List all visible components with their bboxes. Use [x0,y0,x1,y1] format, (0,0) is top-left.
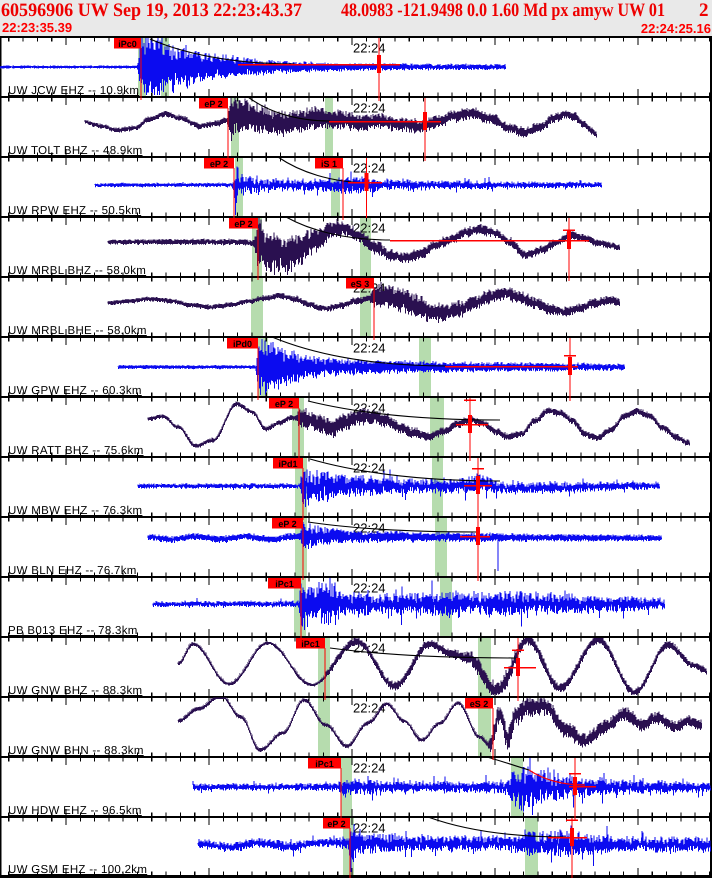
svg-text:UW JCW EHZ -- 10.9km: UW JCW EHZ -- 10.9km [8,85,139,97]
svg-text:UW RATT BHZ -- 75.6km: UW RATT BHZ -- 75.6km [8,445,144,457]
svg-text:eP 2: eP 2 [278,519,296,529]
svg-text:22:24: 22:24 [353,161,386,176]
svg-text:UW HDW EHZ -- 96.5km: UW HDW EHZ -- 96.5km [8,805,142,817]
svg-text:eP 2: eP 2 [210,159,228,169]
svg-text:UW RPW EHZ -- 50.5km: UW RPW EHZ -- 50.5km [8,205,141,217]
svg-text:iS 1: iS 1 [321,159,337,169]
svg-text:UW GPW EHZ -- 60.3km: UW GPW EHZ -- 60.3km [8,385,142,397]
svg-text:22:24: 22:24 [353,821,386,836]
svg-text:48.0983 -121.9498 0.0 1.60 Md: 48.0983 -121.9498 0.0 1.60 Md px amyw UW… [341,0,665,21]
svg-text:22:23:35.39: 22:23:35.39 [2,20,72,35]
svg-text:UW MRBL BHE -- 58.0km: UW MRBL BHE -- 58.0km [8,325,147,337]
svg-text:UW GNW BHZ -- 88.3km: UW GNW BHZ -- 88.3km [8,685,142,697]
svg-text:22:24: 22:24 [353,701,386,716]
svg-text:UW GSM EHZ -- 100.2km: UW GSM EHZ -- 100.2km [8,864,147,876]
svg-text:eP 2: eP 2 [275,399,293,409]
svg-text:eP 2: eP 2 [327,819,345,829]
svg-text:22:24: 22:24 [353,761,386,776]
svg-text:iPc1: iPc1 [315,759,334,769]
svg-text:eS 3: eS 3 [351,279,370,289]
svg-text:22:24: 22:24 [353,581,386,596]
svg-text:iPd1: iPd1 [278,459,297,469]
svg-text:eS 2: eS 2 [470,699,489,709]
svg-text:UW MBW EHZ -- 76.3km: UW MBW EHZ -- 76.3km [8,505,142,517]
svg-text:iPc1: iPc1 [301,639,320,649]
svg-text:UW GNW BHN -- 88.3km: UW GNW BHN -- 88.3km [8,745,144,757]
svg-text:22:24: 22:24 [353,101,386,116]
svg-text:eP 2: eP 2 [204,99,222,109]
svg-text:UW TOLT BHZ -- 48.9km: UW TOLT BHZ -- 48.9km [8,145,143,157]
svg-text:eP 2: eP 2 [234,219,252,229]
svg-text:UW MRBL BHZ -- 58.0km: UW MRBL BHZ -- 58.0km [8,265,146,277]
svg-text:2: 2 [699,0,709,21]
svg-text:22:24:25.16: 22:24:25.16 [641,21,711,36]
svg-text:UW BLN EHZ -- 76.7km: UW BLN EHZ -- 76.7km [8,565,137,577]
svg-text:iPd0: iPd0 [233,339,252,349]
svg-text:iPc0: iPc0 [118,39,137,49]
svg-text:60596906 UW Sep 19, 2013 22:23: 60596906 UW Sep 19, 2013 22:23:43.37 [1,0,302,21]
svg-text:22:24: 22:24 [353,41,386,56]
svg-text:22:24: 22:24 [353,341,386,356]
svg-text:PB B013 EHZ -- 78.3km: PB B013 EHZ -- 78.3km [8,625,138,637]
svg-text:iPc1: iPc1 [275,579,294,589]
svg-text:22:24: 22:24 [353,461,386,476]
